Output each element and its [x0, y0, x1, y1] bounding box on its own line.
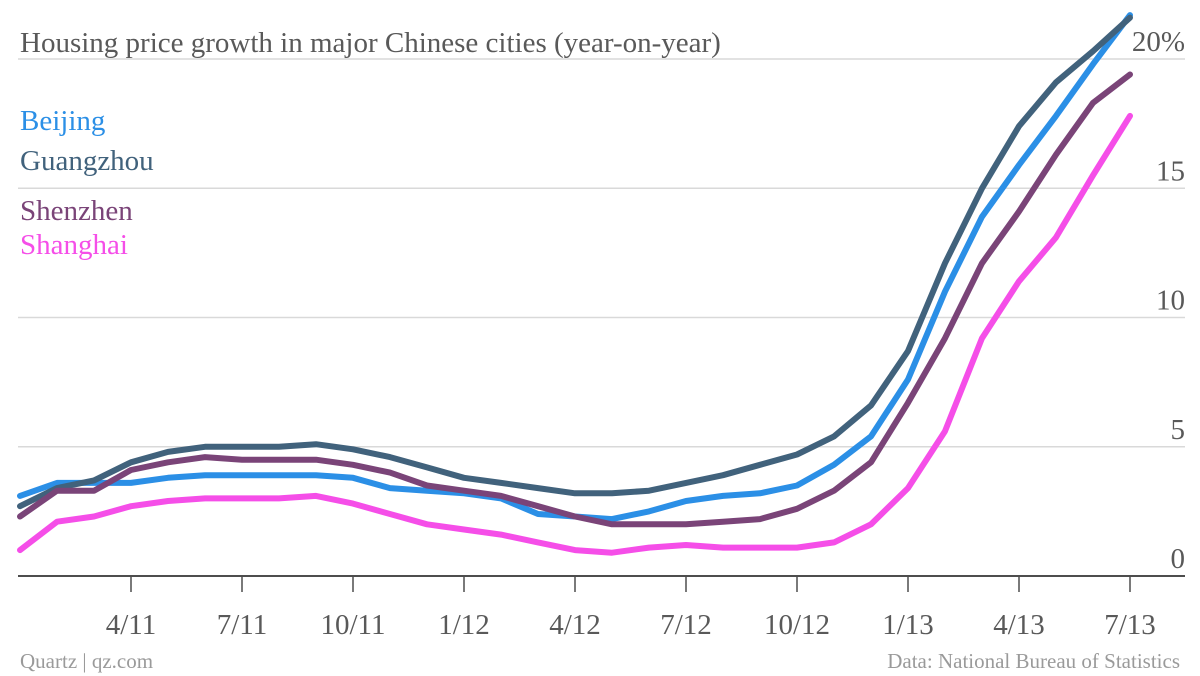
series-line-shanghai — [17, 112, 1133, 556]
y-tick-label: 0 — [1171, 543, 1186, 575]
y-tick-label: 15 — [1156, 155, 1185, 187]
y-tick-label: 5 — [1171, 414, 1186, 446]
series-line-shenzhen — [17, 71, 1133, 528]
legend-item-beijing: Beijing — [20, 105, 105, 137]
x-tick-label: 1/12 — [438, 609, 490, 641]
legend-item-guangzhou: Guangzhou — [20, 145, 154, 177]
y-tick-label: 10 — [1156, 285, 1185, 317]
x-tick-label: 1/13 — [882, 609, 934, 641]
x-tick-label: 4/12 — [549, 609, 601, 641]
series-line-guangzhou — [17, 14, 1133, 510]
y-axis-ticks: 0 5 10 15 20% — [1132, 26, 1185, 575]
y-tick-label: 20% — [1132, 26, 1185, 58]
x-tick-label: 7/11 — [217, 609, 267, 641]
x-tick-label: 10/12 — [764, 609, 830, 641]
x-tick-label: 4/13 — [993, 609, 1045, 641]
gridlines — [18, 58, 1185, 448]
x-axis-ticks: 4/11 7/11 10/11 1/12 4/12 7/12 10/12 1/13 4/13 7/… — [106, 576, 1156, 641]
source-credit: Quartz | qz.com — [20, 649, 153, 673]
data-source: Data: National Bureau of Statistics — [887, 649, 1180, 673]
series-lines — [17, 12, 1133, 556]
chart-title: Housing price growth in major Chinese ci… — [20, 27, 721, 59]
x-tick-label: 4/11 — [106, 609, 156, 641]
legend-item-shenzhen: Shenzhen — [20, 195, 133, 227]
x-tick-label: 10/11 — [321, 609, 386, 641]
legend-item-shanghai: Shanghai — [20, 229, 128, 261]
x-tick-label: 7/13 — [1104, 609, 1156, 641]
x-tick-label: 7/12 — [660, 609, 712, 641]
series-line-beijing — [17, 12, 1133, 523]
